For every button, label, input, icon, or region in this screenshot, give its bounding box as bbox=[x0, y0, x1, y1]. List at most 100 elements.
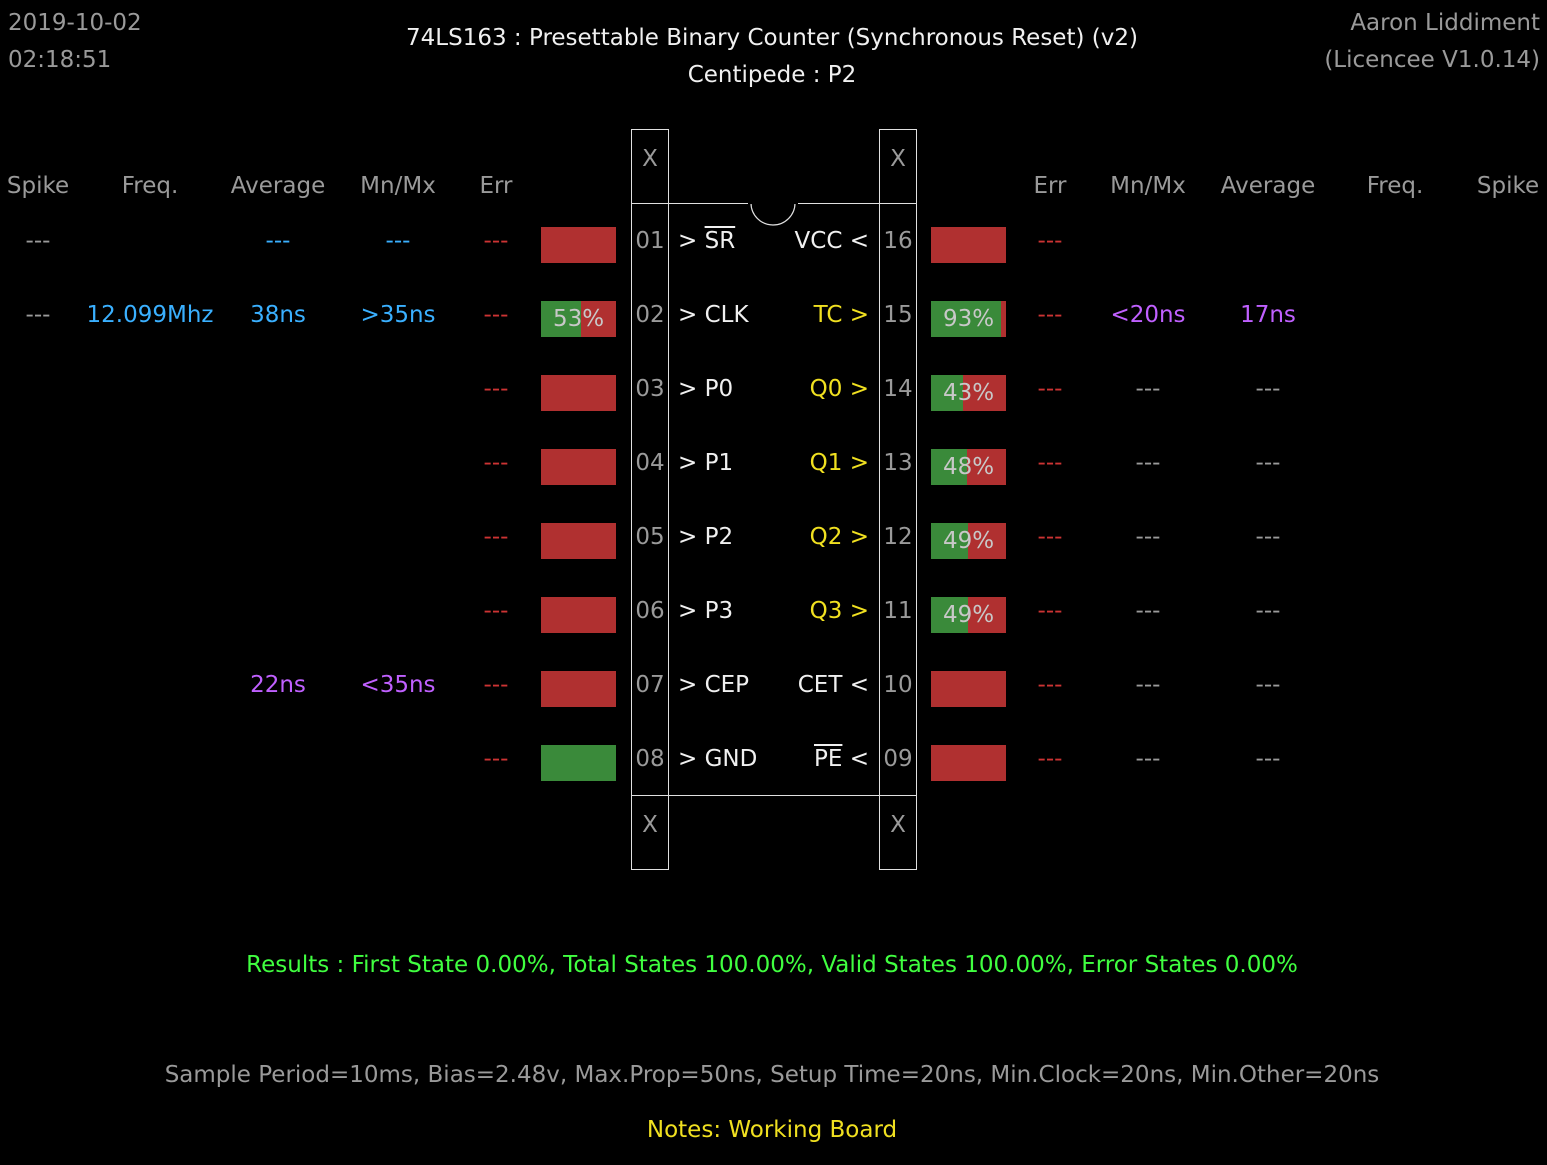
pin-label-08: > GND bbox=[678, 746, 757, 772]
left-bar-01 bbox=[541, 227, 616, 263]
corner-x-top-left: X bbox=[642, 146, 658, 172]
left-err-05: --- bbox=[483, 524, 509, 550]
pin-name-14: Q0 bbox=[809, 376, 843, 402]
right-bar-15-percent: 93% bbox=[942, 306, 995, 332]
left-err-06: --- bbox=[483, 598, 509, 624]
chip-right-pin-column bbox=[879, 129, 917, 870]
pin-label-12: Q2 > bbox=[810, 524, 869, 550]
pin-number-14: 14 bbox=[883, 376, 913, 402]
right-bar-12-percent: 49% bbox=[942, 528, 995, 554]
right-header-4: Spike bbox=[1476, 173, 1540, 199]
pin-direction-01: > bbox=[678, 228, 705, 254]
chip-title: 74LS163 : Presettable Binary Counter (Sy… bbox=[406, 25, 1138, 51]
pin-name-05: P2 bbox=[704, 524, 734, 550]
left-header-3: Mn/Mx bbox=[360, 173, 436, 199]
pin-direction-02: > bbox=[678, 302, 705, 328]
pin-number-01: 01 bbox=[635, 228, 665, 254]
pin-label-03: > P0 bbox=[678, 376, 733, 402]
right-bar-10-percent bbox=[931, 671, 1006, 707]
chip-notch-icon bbox=[748, 203, 798, 226]
right-bar-13-fill bbox=[931, 449, 967, 485]
right-mnmx-12: --- bbox=[1135, 524, 1161, 550]
pin-name-16: VCC bbox=[794, 228, 843, 254]
left-header-1: Freq. bbox=[121, 173, 179, 199]
left-err-03: --- bbox=[483, 376, 509, 402]
right-bar-13-percent: 48% bbox=[942, 454, 995, 480]
right-mnmx-14: --- bbox=[1135, 376, 1161, 402]
pin-direction-06: > bbox=[678, 598, 705, 624]
right-average-15: 17ns bbox=[1240, 302, 1296, 328]
pin-label-14: Q0 > bbox=[810, 376, 869, 402]
right-bar-12: 49% bbox=[931, 523, 1006, 559]
pin-direction-13: > bbox=[842, 450, 869, 476]
right-bar-14: 43% bbox=[931, 375, 1006, 411]
pin-direction-15: > bbox=[842, 302, 869, 328]
right-bar-09 bbox=[931, 745, 1006, 781]
pin-number-08: 08 bbox=[635, 746, 665, 772]
pin-name-07: CEP bbox=[704, 672, 750, 698]
right-mnmx-09: --- bbox=[1135, 746, 1161, 772]
right-bar-11-percent: 49% bbox=[942, 602, 995, 628]
left-bar-08-fill bbox=[541, 745, 616, 781]
pin-name-04: P1 bbox=[704, 450, 734, 476]
left-bar-01-percent bbox=[541, 227, 616, 263]
pin-direction-05: > bbox=[678, 524, 705, 550]
left-err-02: --- bbox=[483, 302, 509, 328]
right-bar-13: 48% bbox=[931, 449, 1006, 485]
right-average-14: --- bbox=[1255, 376, 1281, 402]
pin-direction-07: > bbox=[678, 672, 705, 698]
pin-name-12: Q2 bbox=[809, 524, 843, 550]
right-mnmx-13: --- bbox=[1135, 450, 1161, 476]
pin-name-10: CET bbox=[797, 672, 843, 698]
left-err-08: --- bbox=[483, 746, 509, 772]
right-bar-14-percent: 43% bbox=[942, 380, 995, 406]
left-bar-06 bbox=[541, 597, 616, 633]
right-mnmx-10: --- bbox=[1135, 672, 1161, 698]
right-bar-15-fill bbox=[931, 301, 1001, 337]
pin-direction-04: > bbox=[678, 450, 705, 476]
right-bar-11: 49% bbox=[931, 597, 1006, 633]
chip-left-top-divider bbox=[631, 203, 669, 204]
left-bar-07 bbox=[541, 671, 616, 707]
right-header-3: Freq. bbox=[1366, 173, 1424, 199]
left-err-01: --- bbox=[483, 228, 509, 254]
right-err-09: --- bbox=[1037, 746, 1063, 772]
left-bar-06-percent bbox=[541, 597, 616, 633]
right-average-12: --- bbox=[1255, 524, 1281, 550]
left-mnmx-01: --- bbox=[385, 228, 411, 254]
pin-direction-09: < bbox=[842, 746, 869, 772]
right-bar-16-percent bbox=[931, 227, 1006, 263]
pin-label-13: Q1 > bbox=[810, 450, 869, 476]
chip-left-pin-column bbox=[631, 129, 669, 870]
chip-right-top-divider bbox=[879, 203, 917, 204]
pin-number-16: 16 bbox=[883, 228, 913, 254]
right-bar-15: 93% bbox=[931, 301, 1006, 337]
pin-number-05: 05 bbox=[635, 524, 665, 550]
left-bar-02: 53% bbox=[541, 301, 616, 337]
right-err-12: --- bbox=[1037, 524, 1063, 550]
pin-number-06: 06 bbox=[635, 598, 665, 624]
left-bar-04 bbox=[541, 449, 616, 485]
right-bar-16 bbox=[931, 227, 1006, 263]
right-mnmx-11: --- bbox=[1135, 598, 1161, 624]
left-bar-08-percent bbox=[541, 745, 616, 781]
pin-direction-12: > bbox=[842, 524, 869, 550]
right-err-11: --- bbox=[1037, 598, 1063, 624]
left-mnmx-07: <35ns bbox=[360, 672, 436, 698]
right-bar-10 bbox=[931, 671, 1006, 707]
left-header-4: Err bbox=[479, 173, 513, 199]
right-header-1: Mn/Mx bbox=[1110, 173, 1186, 199]
pin-label-04: > P1 bbox=[678, 450, 733, 476]
right-header-0: Err bbox=[1033, 173, 1067, 199]
pin-label-16: VCC < bbox=[795, 228, 869, 254]
pin-direction-03: > bbox=[678, 376, 705, 402]
left-average-01: --- bbox=[265, 228, 291, 254]
board-subtitle: Centipede : P2 bbox=[687, 62, 857, 88]
left-bar-03 bbox=[541, 375, 616, 411]
right-err-16: --- bbox=[1037, 228, 1063, 254]
left-spike-01: --- bbox=[25, 228, 51, 254]
right-err-13: --- bbox=[1037, 450, 1063, 476]
chip-left-bottom-divider bbox=[631, 795, 669, 796]
date-label: 2019-10-02 bbox=[8, 10, 142, 36]
right-bar-12-fill bbox=[931, 523, 968, 559]
